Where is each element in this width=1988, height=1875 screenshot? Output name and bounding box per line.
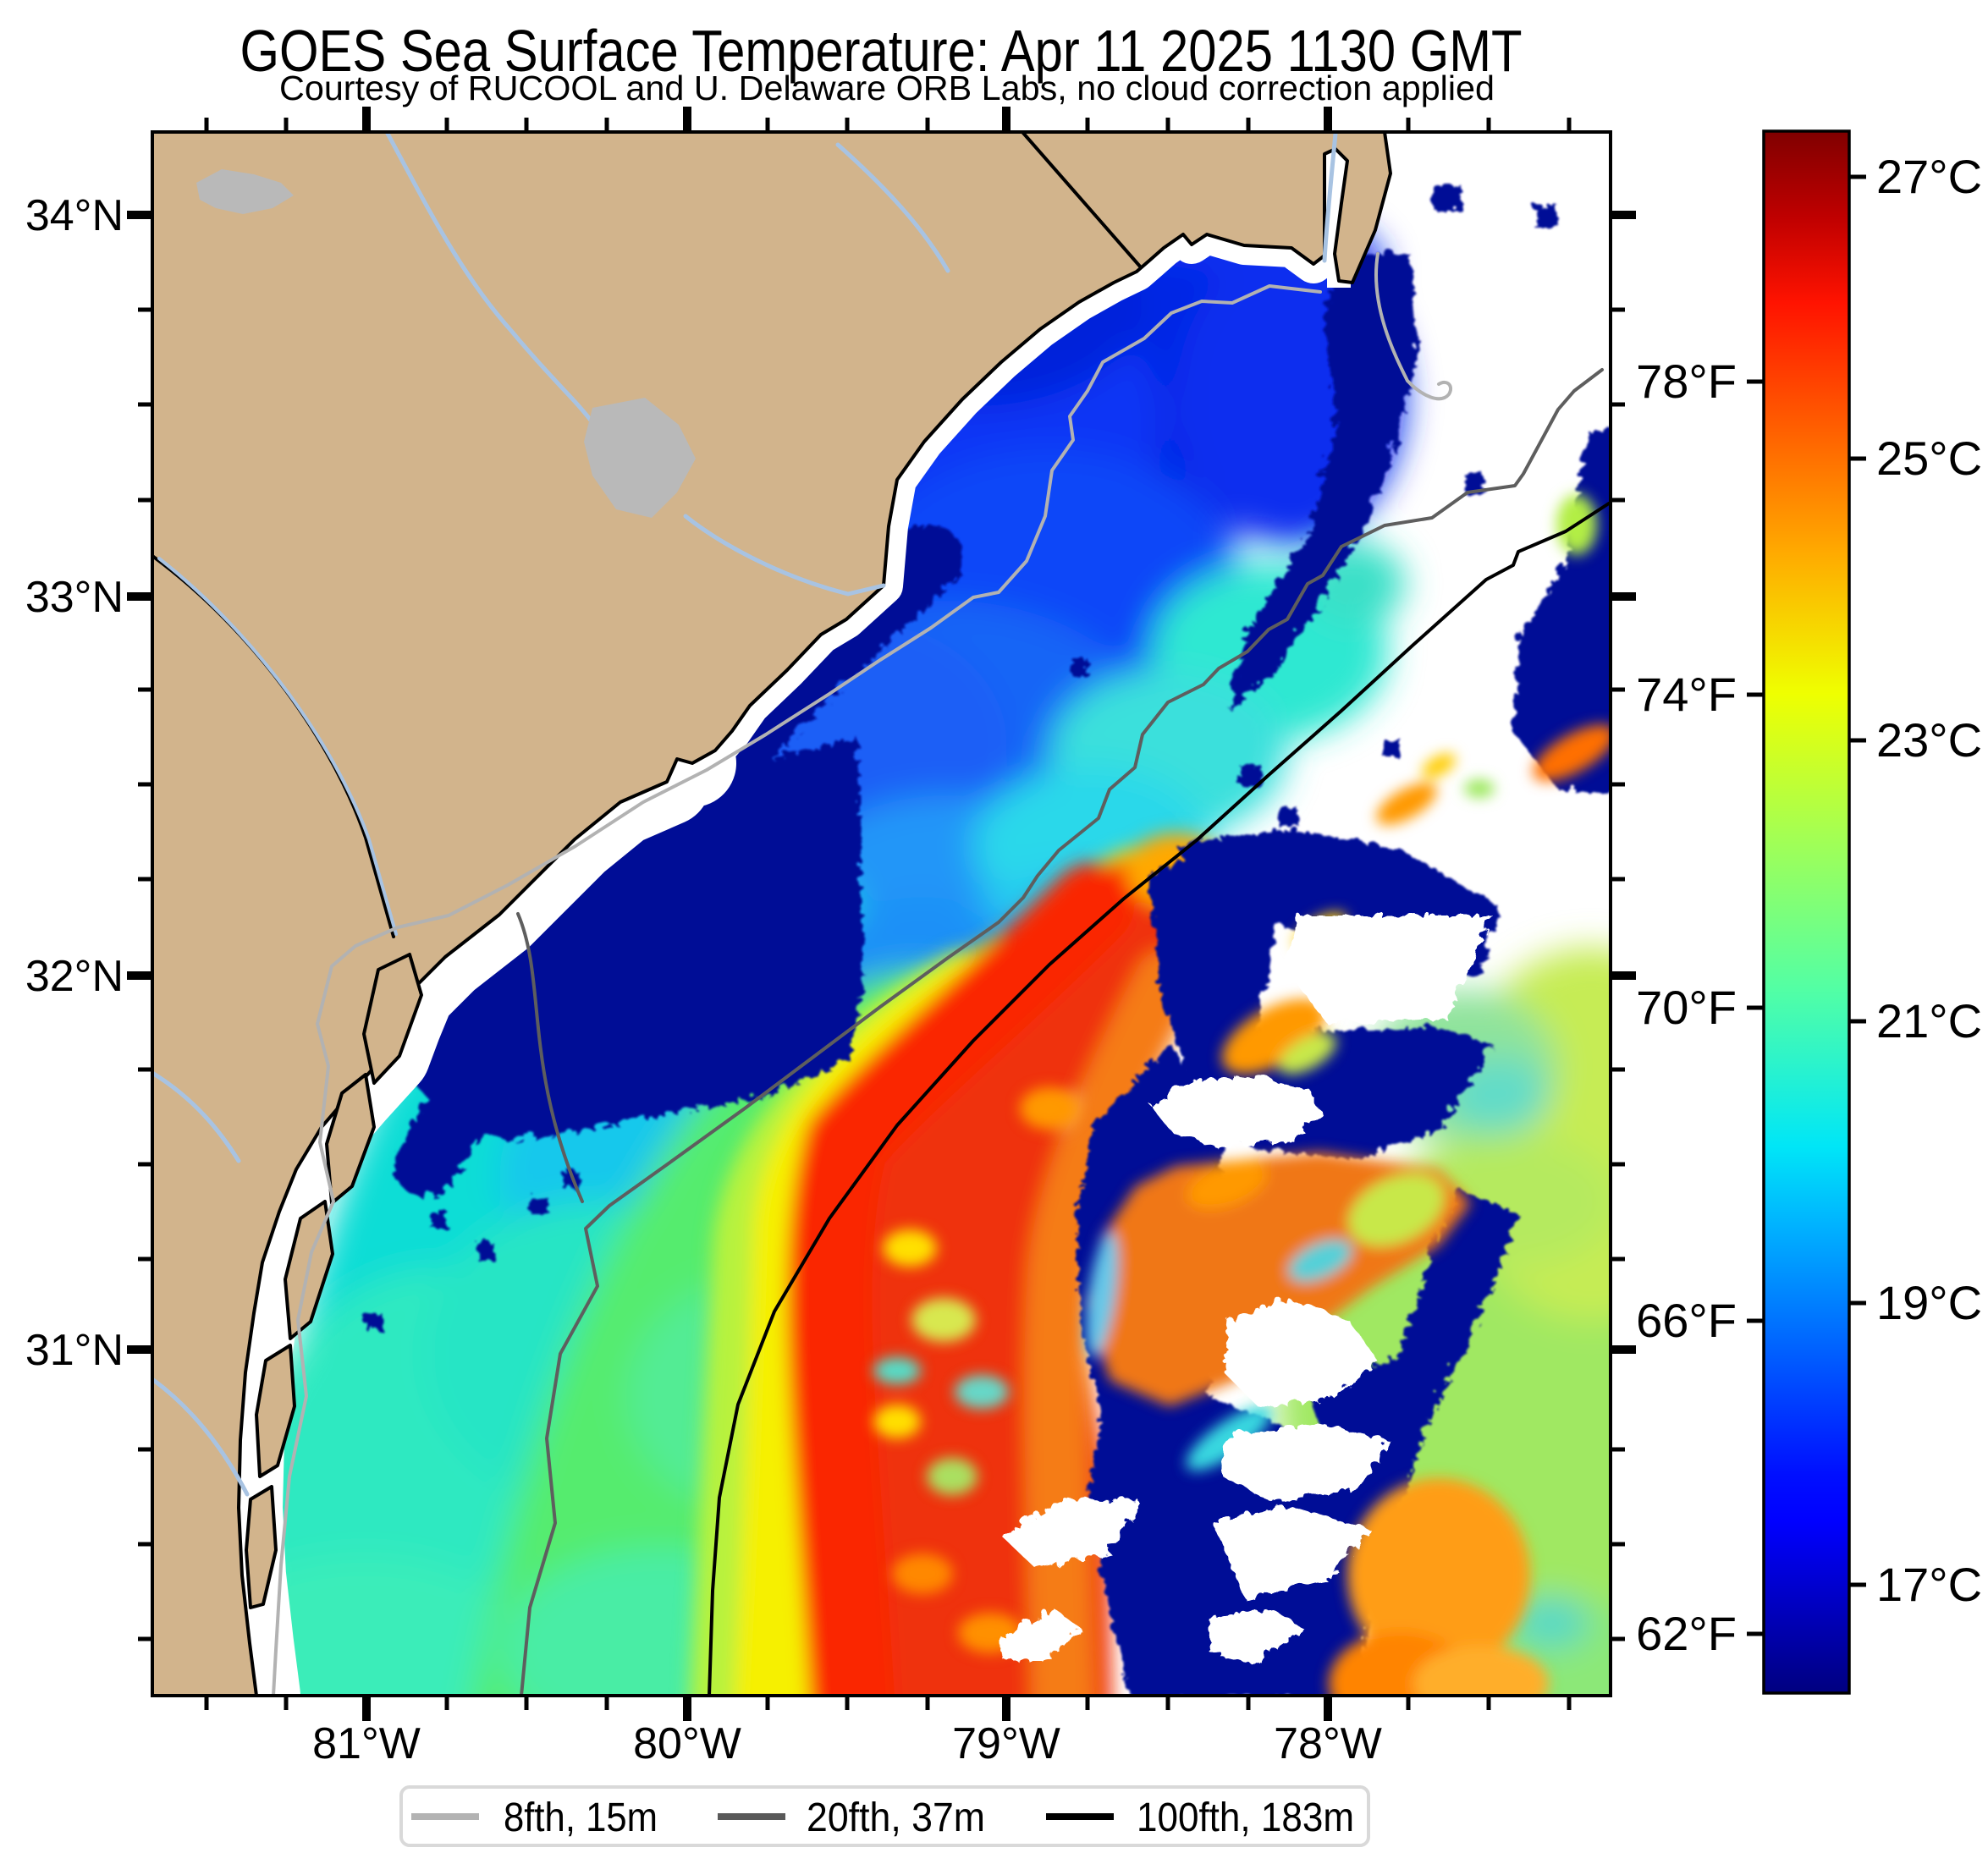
svg-text:78°W: 78°W (1274, 1719, 1382, 1768)
svg-text:81°W: 81°W (312, 1719, 421, 1768)
svg-text:70°F: 70°F (1636, 981, 1737, 1034)
svg-text:GOES Sea Surface Temperature:: GOES Sea Surface Temperature: Apr 11 202… (240, 18, 1523, 84)
svg-text:8fth, 15m: 8fth, 15m (504, 1795, 658, 1840)
svg-text:66°F: 66°F (1636, 1294, 1737, 1347)
svg-text:78°F: 78°F (1636, 355, 1737, 408)
svg-text:21°C: 21°C (1876, 994, 1982, 1047)
svg-text:100fth, 183m: 100fth, 183m (1137, 1795, 1354, 1840)
svg-text:27°C: 27°C (1876, 150, 1982, 203)
svg-text:32°N: 32°N (25, 952, 124, 1001)
svg-text:20fth, 37m: 20fth, 37m (807, 1795, 985, 1840)
svg-text:74°F: 74°F (1636, 668, 1737, 721)
svg-text:Courtesy of RUCOOL and U. Dela: Courtesy of RUCOOL and U. Delaware ORB L… (279, 69, 1495, 107)
svg-text:62°F: 62°F (1636, 1607, 1737, 1660)
svg-text:19°C: 19°C (1876, 1276, 1982, 1329)
svg-text:33°N: 33°N (25, 573, 124, 622)
svg-text:23°C: 23°C (1876, 713, 1982, 767)
svg-text:25°C: 25°C (1876, 432, 1982, 485)
svg-text:17°C: 17°C (1876, 1558, 1982, 1611)
svg-text:31°N: 31°N (25, 1326, 124, 1375)
svg-text:80°W: 80°W (633, 1719, 741, 1768)
svg-text:79°W: 79°W (952, 1719, 1060, 1768)
svg-text:34°N: 34°N (25, 191, 124, 240)
